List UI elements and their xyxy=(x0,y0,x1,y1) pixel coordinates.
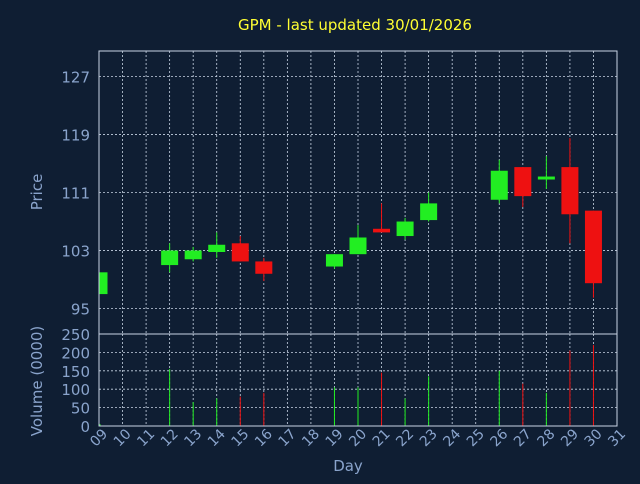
day-tick-label: 24 xyxy=(440,426,464,450)
day-tick-label: 20 xyxy=(346,426,370,450)
x-axis-label: Day xyxy=(333,457,363,475)
day-tick-label: 11 xyxy=(134,426,158,450)
volume-tick-label: 50 xyxy=(71,400,90,418)
candle-body xyxy=(99,272,108,295)
candle-body xyxy=(396,221,414,237)
candle-body xyxy=(514,167,532,197)
day-tick-label: 19 xyxy=(323,426,347,450)
candle-body xyxy=(584,210,602,284)
day-tick-label: 23 xyxy=(417,426,441,450)
day-tick-labels: 09 10 11 12 13 14 15 16 17 18 19 20 21 22 23 24 25 26 27 28… xyxy=(87,426,629,450)
candle-body xyxy=(420,203,438,221)
candlestick xyxy=(514,167,532,208)
volume-tick-label: 150 xyxy=(61,363,90,381)
day-tick-label: 18 xyxy=(299,426,323,450)
price-tick-label: 111 xyxy=(61,185,90,203)
day-tick-label: 14 xyxy=(205,426,229,450)
day-tick-label: 26 xyxy=(487,426,511,450)
volume-tick-label: 200 xyxy=(61,344,90,362)
price-tick-label: 127 xyxy=(61,68,90,86)
volume-tick-label: 250 xyxy=(61,326,90,344)
day-tick-label: 16 xyxy=(252,426,276,450)
candlestick xyxy=(490,159,508,204)
candle-body xyxy=(561,167,579,215)
volume-tick-label: 100 xyxy=(61,381,90,399)
candlestick xyxy=(184,246,202,262)
candlestick xyxy=(584,210,602,298)
day-tick-label: 22 xyxy=(393,426,417,450)
candlestick xyxy=(98,268,108,295)
price-tick-labels: 95 103 111 119 127 xyxy=(61,68,90,318)
candlestick xyxy=(561,138,579,244)
candlestick xyxy=(420,192,438,222)
chart-title: GPM - last updated 30/01/2026 xyxy=(238,16,472,34)
day-tick-label: 30 xyxy=(582,426,606,450)
candlestick xyxy=(161,243,179,273)
day-tick-label: 21 xyxy=(370,426,394,450)
day-tick-label: 15 xyxy=(228,426,252,450)
price-tick-label: 119 xyxy=(61,126,90,144)
day-tick-label: 09 xyxy=(87,426,111,450)
candlestick xyxy=(325,254,343,269)
volume-axis-label: Volume (0000) xyxy=(28,326,46,436)
candlestick xyxy=(255,257,273,282)
volume-tick-label: 0 xyxy=(80,418,90,436)
candle-body xyxy=(325,254,343,267)
candlestick xyxy=(349,225,367,255)
price-gridlines xyxy=(98,51,618,334)
candle-body xyxy=(255,261,273,274)
candlestick xyxy=(396,217,414,240)
candle-body xyxy=(373,228,391,233)
day-tick-label: 28 xyxy=(535,426,559,450)
price-tick-label: 95 xyxy=(71,301,90,319)
day-tick-label: 13 xyxy=(181,426,205,450)
candlestick xyxy=(231,236,249,262)
candlestick xyxy=(537,156,555,189)
candle-body xyxy=(184,250,202,260)
day-tick-label: 27 xyxy=(511,426,535,450)
volume-series xyxy=(99,345,594,426)
candlestick xyxy=(208,232,226,258)
price-axis-label: Price xyxy=(28,174,46,211)
candle-body xyxy=(231,243,249,262)
price-tick-label: 103 xyxy=(61,243,90,261)
candle-body xyxy=(537,176,555,180)
candle-body xyxy=(208,244,226,253)
candle-body xyxy=(349,237,367,255)
day-tick-label: 29 xyxy=(558,426,582,450)
volume-plot-frame xyxy=(98,333,618,427)
day-tick-label: 25 xyxy=(464,426,488,450)
day-tick-label: 10 xyxy=(111,426,135,450)
candle-body xyxy=(161,250,179,266)
day-tick-label: 17 xyxy=(276,426,300,450)
candlestick xyxy=(373,203,391,233)
candlestick-series xyxy=(98,138,602,298)
day-tick-label: 31 xyxy=(605,426,629,450)
day-tick-label: 12 xyxy=(158,426,182,450)
candle-body xyxy=(490,170,508,200)
